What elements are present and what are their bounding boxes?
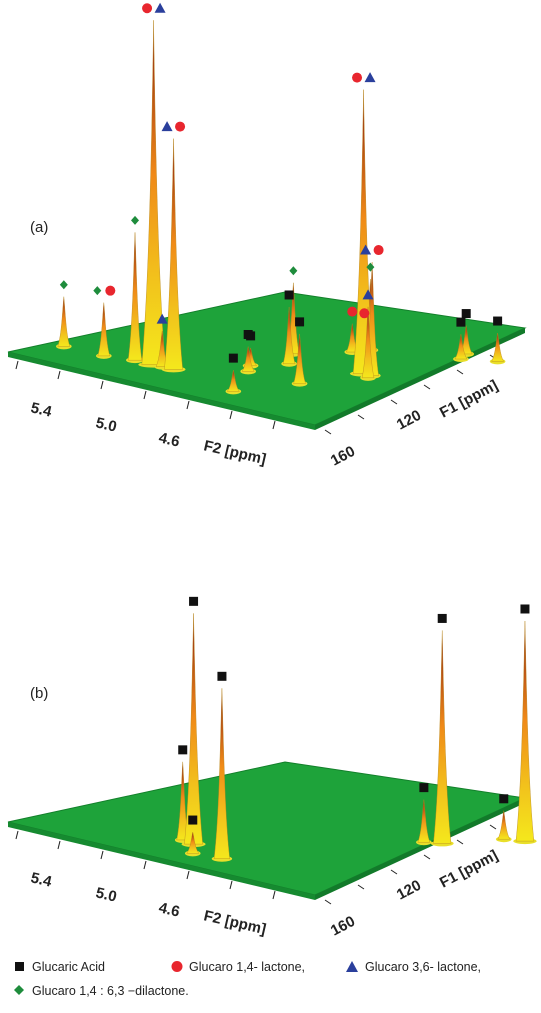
peak-2 xyxy=(97,302,111,357)
panel-a: (a) 5.4 5.0 4.6 F2 [ppm] 160 120 F1 [ppm… xyxy=(7,2,527,470)
peak-4-circle-marker xyxy=(142,3,153,14)
peak-21 xyxy=(491,333,504,362)
panel-b-plane-right-edge xyxy=(315,798,525,900)
peak-5 xyxy=(417,799,431,843)
panel-a-x-tick-3: 4.6 xyxy=(157,429,181,450)
peak-8-square-marker xyxy=(243,329,253,339)
peak-6 xyxy=(433,630,452,844)
peak-20-square-marker xyxy=(461,309,471,319)
panel-b-x-tick-2: 5.0 xyxy=(94,884,118,905)
panel-b-y-tick-2: 120 xyxy=(394,877,424,904)
panel-b-peaks xyxy=(174,613,537,862)
legend-label-glucaro-36-lactone: Glucaro 3,6- lactone, xyxy=(365,960,481,974)
panel-a-y-axis-title: F1 [ppm] xyxy=(437,377,501,422)
peak-3-square-marker xyxy=(188,815,198,825)
peak-2-diamond-marker xyxy=(93,286,102,296)
peak-12-circle-marker xyxy=(347,306,358,317)
peak-19 xyxy=(454,334,468,360)
peak-4-triangle-marker xyxy=(154,2,166,13)
peak-1-diamond-marker xyxy=(59,280,68,290)
panel-a-markers xyxy=(59,2,503,363)
peak-8-square-marker xyxy=(520,604,530,614)
panel-b-x-tick-3: 4.6 xyxy=(157,899,181,920)
peak-2-square-marker xyxy=(189,596,199,606)
panel-a-x-tick-2: 5.0 xyxy=(94,414,118,435)
peak-5-triangle-marker xyxy=(161,121,173,132)
peak-15-circle-marker xyxy=(373,245,384,256)
panel-b-x-axis-ticks xyxy=(15,830,276,900)
peak-9 xyxy=(282,306,296,364)
peak-7-square-marker xyxy=(499,794,509,804)
panel-b-y-tick-1: 160 xyxy=(328,913,358,940)
peak-7 xyxy=(497,810,511,840)
legend-circle-icon xyxy=(171,961,183,972)
panel-a-x-tick-1: 5.4 xyxy=(29,399,54,420)
peak-15-triangle-marker xyxy=(360,244,372,255)
legend-label-glucaro-14-lactone: Glucaro 1,4- lactone, xyxy=(189,960,305,974)
peak-14 xyxy=(352,89,375,374)
panel-a-x-axis-ticks xyxy=(15,360,276,430)
peak-13-circle-marker xyxy=(359,308,370,319)
peak-4 xyxy=(141,20,166,365)
peak-17 xyxy=(293,333,306,384)
panel-a-y-tick-1: 160 xyxy=(328,443,358,470)
panel-b-plane-front-edge xyxy=(8,822,315,900)
panel-b-label: (b) xyxy=(30,685,48,702)
legend: Glucaric Acid Glucaro 1,4- lactone, Gluc… xyxy=(14,960,481,998)
peak-16-triangle-marker xyxy=(362,289,374,300)
peak-1 xyxy=(57,296,71,347)
peak-16 xyxy=(361,306,375,379)
panel-a-plane-front-edge xyxy=(8,352,315,430)
panel-b-x-axis-title: F2 [ppm] xyxy=(202,907,268,938)
legend-label-glucaro-dilactone: Glucaro 1,4 : 6,3 −dilactone. xyxy=(32,984,189,998)
peak-17-square-marker xyxy=(295,317,305,327)
peak-8 xyxy=(515,620,535,842)
peak-5-square-marker xyxy=(419,783,429,793)
panel-a-peaks xyxy=(56,20,506,395)
panel-a-x-axis-title: F2 [ppm] xyxy=(202,437,268,468)
panel-b-y-axis-title: F1 [ppm] xyxy=(437,847,501,892)
peak-4 xyxy=(213,688,231,859)
peak-8 xyxy=(241,346,255,372)
peak-6-triangle-marker xyxy=(156,313,168,324)
peak-9-square-marker xyxy=(284,290,294,300)
peak-6-square-marker xyxy=(437,613,447,623)
peak-3 xyxy=(186,832,200,854)
legend-triangle-icon xyxy=(346,961,358,972)
peak-2-circle-marker xyxy=(105,285,116,296)
legend-label-glucaric-acid: Glucaric Acid xyxy=(32,960,105,974)
peak-4-square-marker xyxy=(217,671,227,681)
legend-diamond-icon xyxy=(14,985,24,995)
panel-b-x-tick-1: 5.4 xyxy=(29,869,54,890)
peak-11-diamond-marker xyxy=(366,262,375,272)
peak-18 xyxy=(226,370,240,392)
peak-2 xyxy=(184,613,203,845)
peak-21-square-marker xyxy=(493,316,503,326)
peak-14-circle-marker xyxy=(352,72,363,83)
peak-14-triangle-marker xyxy=(364,72,376,83)
panel-b-markers xyxy=(178,596,530,825)
peak-3-diamond-marker xyxy=(131,215,140,225)
peak-3 xyxy=(127,232,143,361)
panel-a-y-tick-2: 120 xyxy=(394,407,424,434)
panel-a-label: (a) xyxy=(30,219,48,236)
panel-a-y-axis-ticks xyxy=(324,354,497,435)
peak-5-circle-marker xyxy=(175,121,186,132)
panel-b-y-axis-ticks xyxy=(324,824,497,905)
peak-19-square-marker xyxy=(456,317,466,327)
peak-10-diamond-marker xyxy=(289,266,298,276)
panel-b: (b) 5.4 5.0 4.6 F2 [ppm] 160 120 F1 [ppm… xyxy=(7,596,537,940)
peak-5 xyxy=(164,138,183,370)
legend-square-icon xyxy=(15,962,24,971)
peak-1-square-marker xyxy=(178,745,188,755)
peak-18-square-marker xyxy=(228,353,238,363)
